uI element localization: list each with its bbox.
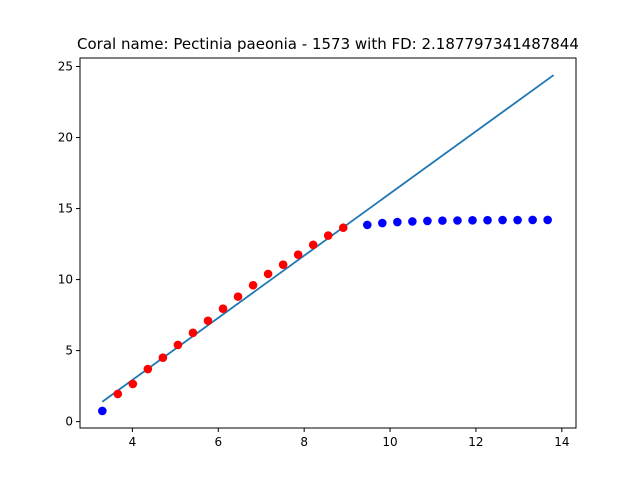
red-data-point: [173, 340, 183, 350]
blue-data-point: [483, 215, 492, 225]
blue-data-point: [468, 216, 477, 225]
axes-frame: [79, 57, 577, 429]
blue-data-point: [393, 217, 402, 227]
red-data-point: [323, 231, 333, 240]
blue-data-point: [528, 215, 537, 225]
blue-data-point: [438, 216, 447, 225]
blue-data-point: [378, 218, 387, 228]
y-tick-label: 15: [58, 202, 73, 216]
red-data-point: [233, 292, 243, 301]
x-tick-label: 14: [554, 435, 569, 449]
blue-data-point: [513, 215, 522, 225]
red-data-point: [293, 250, 303, 260]
red-data-point: [218, 304, 228, 313]
red-data-point: [188, 328, 198, 338]
x-tick-label: 8: [300, 435, 308, 449]
x-tick-label: 12: [468, 435, 483, 449]
y-tick-label: 5: [65, 344, 73, 358]
blue-data-point: [362, 220, 372, 230]
blue-data-point: [408, 217, 417, 226]
red-data-point: [128, 379, 138, 389]
y-tick-label: 10: [58, 273, 73, 287]
chart-title: Coral name: Pectinia paeonia - 1573 with…: [77, 35, 579, 53]
blue-data-point: [98, 406, 107, 416]
blue-data-point: [453, 216, 462, 225]
red-data-point: [203, 316, 213, 326]
red-data-point: [308, 240, 318, 250]
red-data-point: [263, 269, 273, 279]
red-data-point: [278, 260, 288, 269]
y-tick-label: 25: [58, 60, 73, 74]
y-tick-label: 0: [65, 415, 73, 429]
plot-area: 4 6 8 10 12 14 0 5 10 15 20 25: [58, 60, 570, 449]
red-data-point: [143, 364, 153, 374]
x-tick-label: 6: [214, 435, 222, 449]
x-tick-label: 4: [129, 435, 137, 449]
blue-data-point: [498, 215, 507, 225]
red-data-point: [158, 353, 168, 362]
red-data-point: [338, 223, 348, 233]
y-tick-label: 20: [58, 131, 73, 145]
x-tick-label: 10: [382, 435, 397, 449]
blue-data-point: [423, 216, 432, 226]
blue-data-point: [543, 215, 552, 225]
red-data-point: [248, 280, 258, 290]
red-data-point: [113, 389, 123, 399]
